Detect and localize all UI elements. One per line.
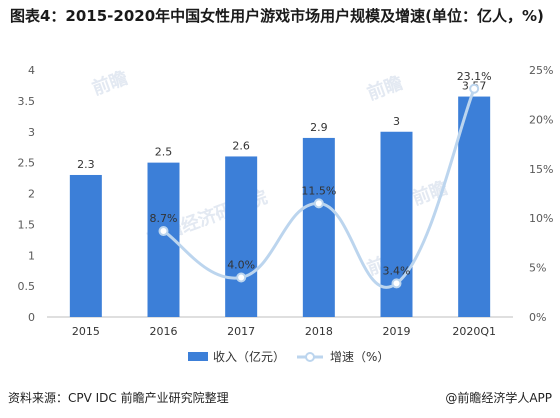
bar-data-label: 2.9 <box>310 121 328 134</box>
bar-data-label: 2.3 <box>77 158 95 171</box>
bar-data-label: 2.6 <box>232 139 250 152</box>
left-tick-label: 1 <box>28 249 35 262</box>
right-tick-label: 15% <box>529 163 553 176</box>
x-tick-label: 2019 <box>383 325 411 338</box>
growth-data-label: 4.0% <box>227 258 255 271</box>
watermark-text: 前瞻 <box>364 72 405 105</box>
left-tick-label: 1.5 <box>18 218 36 231</box>
watermark-text: 前瞻 <box>89 67 130 100</box>
axes: 0 0.5 1 1.5 2 2.5 3 3.5 4 0% 5% 10% 15% 20% 25% 2015 201… <box>18 64 554 338</box>
right-tick-label: 5% <box>529 262 546 275</box>
growth-data-label: 3.4% <box>383 264 411 277</box>
growth-point <box>158 226 169 237</box>
bar-data-label: 2.5 <box>155 146 173 159</box>
left-tick-label: 0 <box>28 311 35 324</box>
bar <box>302 137 335 317</box>
left-tick-label: 3.5 <box>18 95 36 108</box>
right-tick-label: 20% <box>529 113 553 126</box>
bar <box>225 156 258 317</box>
growth-line <box>162 88 476 289</box>
series: 2.32.52.62.933.578.7%4.0%11.5%3.4%23.1% <box>69 70 492 318</box>
bar <box>458 96 491 318</box>
x-tick-label: 2016 <box>150 325 178 338</box>
growth-data-label: 23.1% <box>457 70 492 83</box>
growth-data-label: 11.5% <box>301 184 336 197</box>
legend-swatch-marker <box>305 352 315 362</box>
left-tick-label: 2 <box>28 188 35 201</box>
legend-label: 增速（%） <box>330 350 389 364</box>
growth-point <box>391 278 402 289</box>
legend-swatch-bar <box>188 352 208 361</box>
source-note: 资料来源：CPV IDC 前瞻产业研究院整理 <box>8 391 229 405</box>
left-tick-label: 0.5 <box>18 280 36 293</box>
legend-label: 收入（亿元） <box>213 349 285 364</box>
bar <box>69 174 102 317</box>
x-tick-label: 2015 <box>72 325 100 338</box>
x-tick-label: 2020Q1 <box>452 325 496 338</box>
growth-point <box>236 272 247 283</box>
bar <box>380 131 413 317</box>
growth-point <box>313 198 324 209</box>
x-tick-label: 2017 <box>227 325 255 338</box>
growth-point <box>469 83 480 94</box>
growth-data-label: 8.7% <box>150 212 178 225</box>
bar-data-label: 3 <box>393 115 400 128</box>
chart-title: 图表4：2015-2020年中国女性用户游戏市场用户规模及增速(单位：亿人，%) <box>10 7 544 25</box>
left-tick-label: 2.5 <box>18 157 36 170</box>
right-tick-label: 0% <box>529 311 546 324</box>
legend: 收入（亿元） 增速（%） <box>188 349 389 364</box>
x-tick-label: 2018 <box>305 325 333 338</box>
right-tick-label: 25% <box>529 64 553 77</box>
left-tick-label: 4 <box>28 64 35 77</box>
brand-credit: @前瞻经济学人APP <box>445 391 552 405</box>
right-tick-label: 10% <box>529 212 553 225</box>
left-tick-label: 3 <box>28 126 35 139</box>
